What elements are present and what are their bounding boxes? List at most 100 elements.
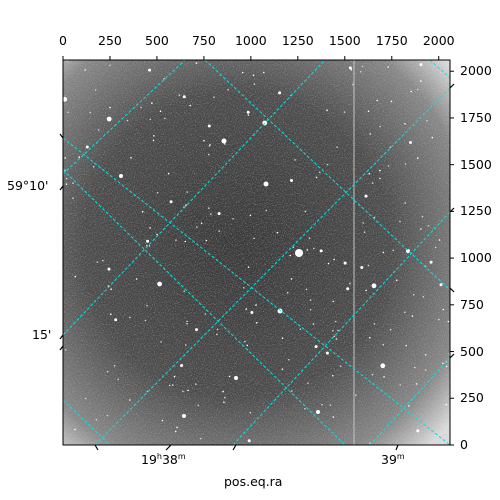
star <box>186 323 188 325</box>
star <box>349 282 351 285</box>
star <box>371 373 374 376</box>
star <box>174 430 177 433</box>
star <box>291 390 293 392</box>
star <box>424 354 427 356</box>
right-tick-label: 250 <box>460 390 484 406</box>
stars-layer <box>63 60 450 445</box>
star <box>250 311 254 314</box>
top-tick-label: 1750 <box>375 33 408 48</box>
star <box>247 439 251 443</box>
star <box>89 111 91 114</box>
star <box>288 358 290 361</box>
star <box>321 403 323 406</box>
star <box>224 396 226 399</box>
star <box>305 288 308 291</box>
star <box>97 129 100 131</box>
star <box>371 283 377 289</box>
star <box>74 275 77 278</box>
ra-tick-label-2: 39m <box>381 452 405 468</box>
star <box>255 304 257 306</box>
star <box>186 320 188 323</box>
grid-line <box>429 60 450 79</box>
star <box>113 364 116 367</box>
star <box>160 341 162 343</box>
grid-line <box>232 211 450 445</box>
star <box>404 311 406 314</box>
star <box>94 89 97 91</box>
star <box>422 295 425 298</box>
star <box>249 214 252 217</box>
star <box>117 378 119 381</box>
star <box>439 71 442 74</box>
bright-star <box>316 410 320 414</box>
star <box>199 437 202 440</box>
star <box>369 442 371 445</box>
star <box>187 389 189 392</box>
star <box>319 171 321 174</box>
star <box>109 64 111 67</box>
star <box>244 340 246 343</box>
star <box>292 246 295 249</box>
star <box>106 116 112 122</box>
star <box>195 62 198 64</box>
star <box>439 283 443 287</box>
star <box>200 222 203 224</box>
star <box>367 110 370 112</box>
star <box>416 157 419 159</box>
star <box>246 110 250 114</box>
star <box>84 69 86 71</box>
top-tick-label: 250 <box>98 33 122 48</box>
star <box>107 267 111 271</box>
star <box>161 419 164 422</box>
star <box>416 88 419 91</box>
star <box>424 369 427 371</box>
star <box>126 119 129 122</box>
star <box>228 375 231 378</box>
star <box>426 119 428 122</box>
image-frame <box>62 59 451 446</box>
right-tick-label: 0 <box>460 436 468 452</box>
star <box>413 366 416 369</box>
star <box>309 299 312 301</box>
star <box>65 183 68 185</box>
dec-tick-label-1: 59°10' <box>7 178 49 193</box>
star <box>360 71 362 73</box>
star <box>343 111 346 113</box>
star <box>382 343 385 346</box>
star <box>364 194 368 198</box>
star <box>129 399 131 401</box>
star <box>207 124 211 128</box>
star <box>387 66 390 68</box>
bright-star <box>263 181 269 187</box>
star <box>445 365 448 368</box>
star <box>335 338 338 340</box>
star <box>313 247 315 250</box>
star <box>180 364 184 367</box>
star <box>380 363 386 369</box>
star <box>368 172 371 175</box>
grid-line <box>63 60 186 175</box>
star <box>109 106 111 109</box>
star <box>379 177 381 180</box>
star <box>213 96 215 99</box>
star <box>186 191 188 193</box>
wcs-tick-marks <box>59 83 455 451</box>
star <box>64 157 66 159</box>
star <box>223 401 225 404</box>
star <box>348 66 352 70</box>
star <box>153 135 155 137</box>
star <box>208 144 211 147</box>
star <box>67 111 69 114</box>
star <box>286 291 289 294</box>
grid-line <box>94 87 450 445</box>
star <box>227 88 229 91</box>
star <box>129 316 131 319</box>
star <box>159 110 162 112</box>
star <box>218 230 220 232</box>
star <box>389 328 392 331</box>
star <box>333 335 336 338</box>
star <box>245 308 248 310</box>
wcs-tick-mark <box>165 444 172 451</box>
star <box>247 266 250 269</box>
star <box>312 323 315 325</box>
